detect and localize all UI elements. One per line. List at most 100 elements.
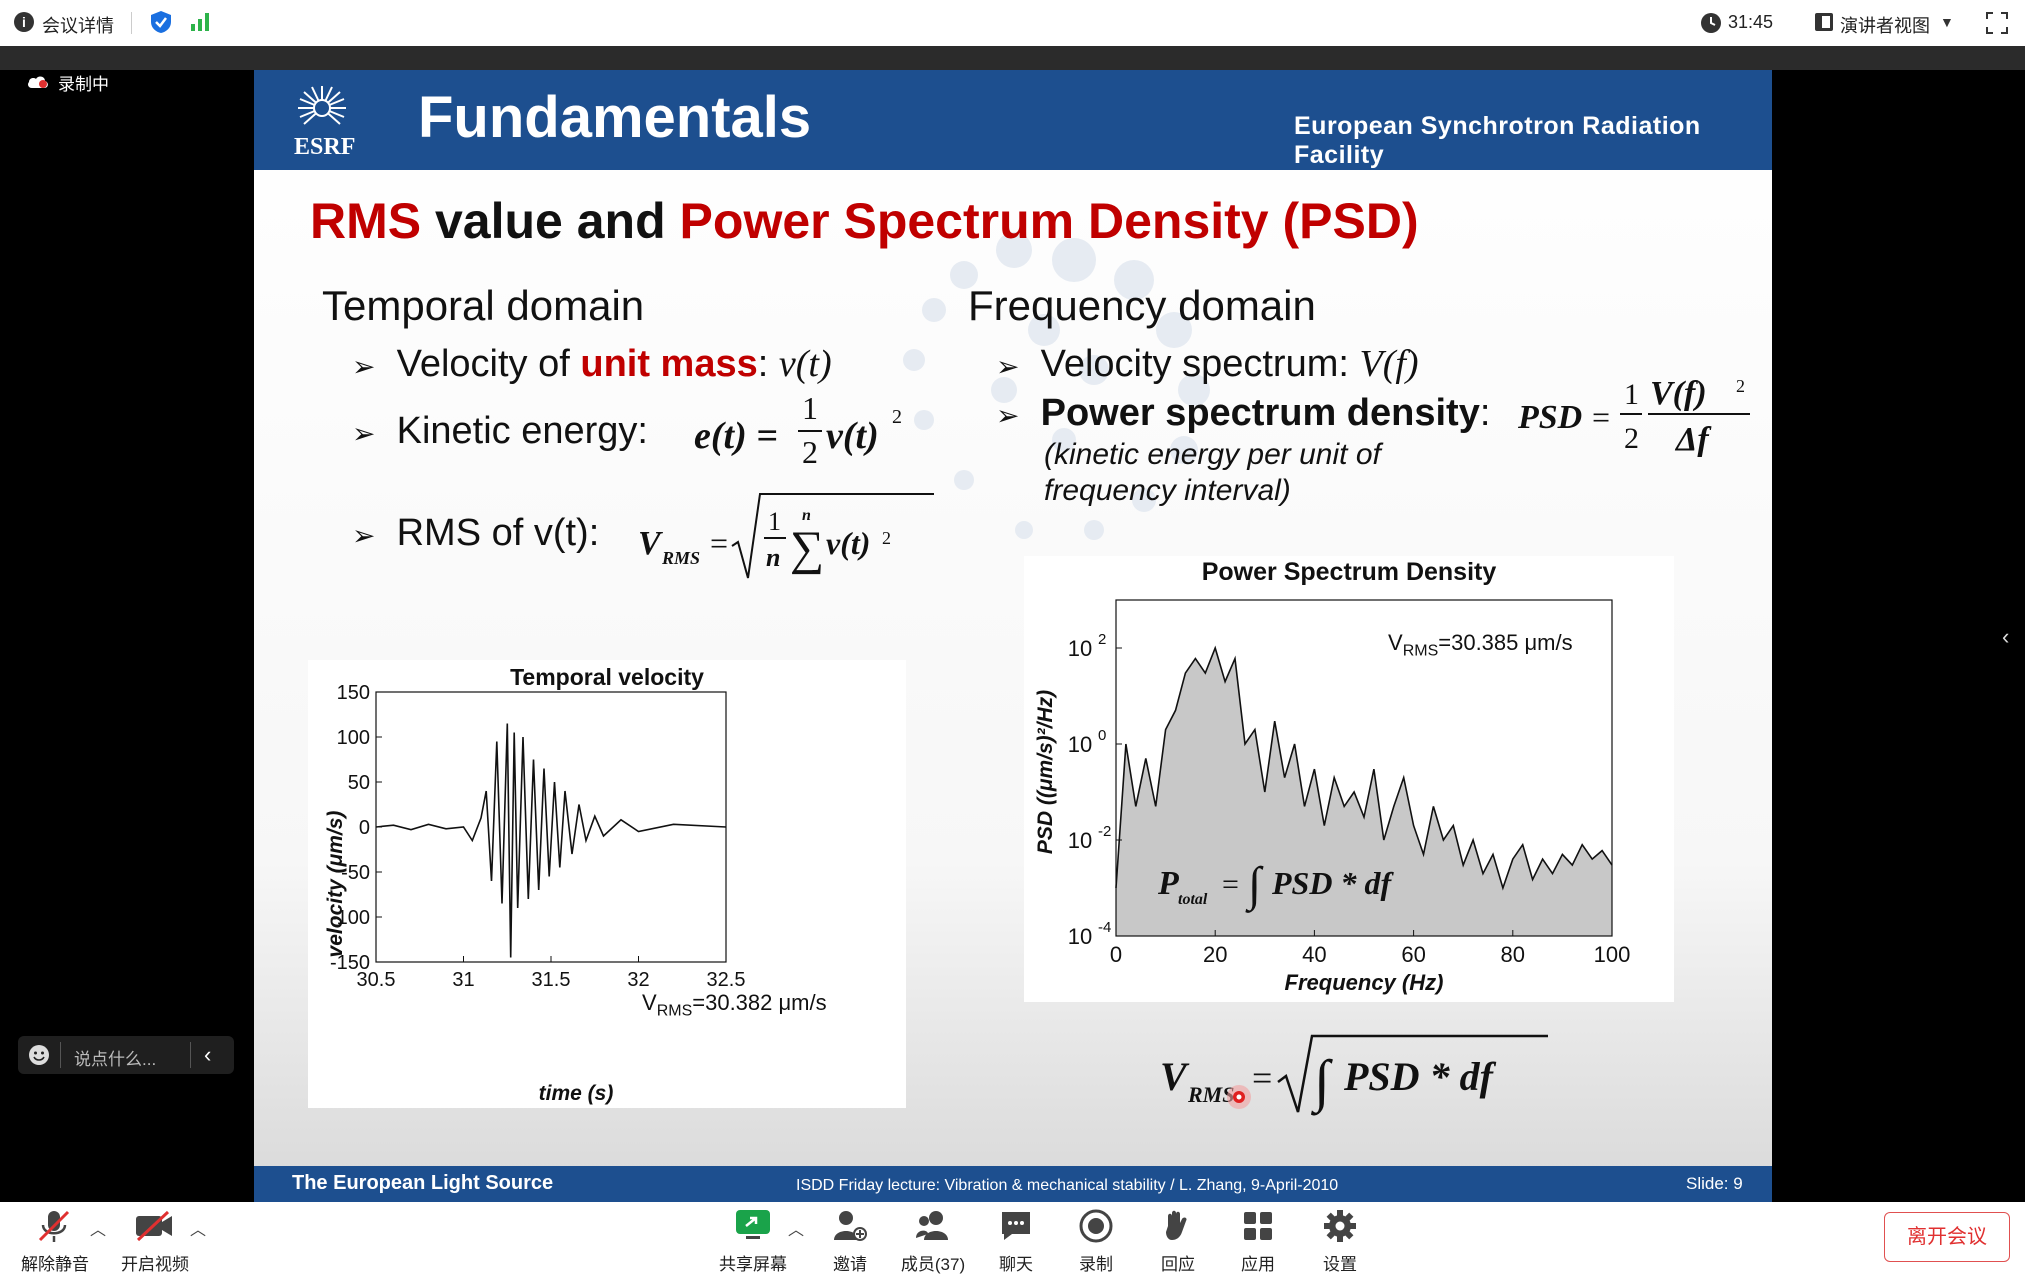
annotation-sub: RMS <box>1402 642 1439 660</box>
y-tick-label: -150 <box>330 952 370 974</box>
side-panel-chevron-icon[interactable]: ‹ <box>2002 624 2010 649</box>
svg-text:=: = <box>1252 1058 1272 1098</box>
start-video-button[interactable]: 开启视频 <box>118 1206 192 1274</box>
bullet-rms-text: RMS of v(t): <box>396 512 600 554</box>
decorative-dots <box>903 232 1210 540</box>
share-screen-icon <box>736 1210 770 1239</box>
fullscreen-icon[interactable] <box>1986 12 2008 34</box>
x-tick-label: 30.5 <box>357 969 396 991</box>
presentation-slide: ESRF Fundamentals European Synchrotron R… <box>254 70 1772 1202</box>
psd-chart-annotation: VRMS=30.385 μm/s <box>1388 630 1573 661</box>
bullet-kinetic-text: Kinetic energy: <box>396 410 648 452</box>
unit-mass-text: unit mass <box>580 343 758 385</box>
ptotal-formula: P total = ∫ PSD * df <box>1158 858 1394 913</box>
y-tick-exponent: 2 <box>1098 631 1106 648</box>
psd-note-line1: (kinetic energy per unit of <box>1044 438 1381 471</box>
chevron-up-icon[interactable]: ︿ <box>90 1222 107 1239</box>
chat-button[interactable]: 聊天 <box>986 1206 1046 1274</box>
chevron-up-icon[interactable]: ︿ <box>788 1222 805 1239</box>
view-mode-dropdown[interactable]: 演讲者视图 <box>1840 16 1930 36</box>
meeting-timer: 31:45 <box>1728 12 1774 32</box>
chat-input-box[interactable]: 说点什么... ‹ <box>18 1036 234 1074</box>
y-tick-label: 10 <box>1068 924 1092 949</box>
y-tick-label: -50 <box>341 862 370 884</box>
unmute-label: 解除静音 <box>21 1255 89 1274</box>
svg-text:Δf: Δf <box>1674 421 1712 458</box>
psd-formula: PSD = 1 2 V(f) 2 Δf <box>1518 375 1750 458</box>
x-tick-label: 20 <box>1203 942 1227 967</box>
psd-chart-title: Power Spectrum Density <box>1201 558 1497 586</box>
slide-number: Slide: 9 <box>1686 1174 1743 1193</box>
svg-text:V: V <box>1160 1054 1190 1099</box>
svg-text:total: total <box>1178 891 1208 908</box>
info-icon[interactable]: i <box>14 12 34 32</box>
bullet-velocity-spectrum-text: Velocity spectrum: <box>1040 343 1360 385</box>
svg-text:=: = <box>1592 399 1610 435</box>
bullet-arrow-icon: ➢ <box>996 351 1020 382</box>
heading-rms: RMS <box>310 193 422 249</box>
chat-input-placeholder[interactable]: 说点什么... <box>74 1050 157 1069</box>
apps-icon <box>1244 1212 1272 1240</box>
y-tick-label: 10 <box>1068 828 1092 853</box>
annotation-v: V <box>1388 630 1403 655</box>
y-tick-label: 150 <box>337 682 370 704</box>
svg-text:PSD * df: PSD * df <box>1271 865 1394 901</box>
share-screen-button[interactable]: 共享屏幕 <box>712 1206 794 1274</box>
temporal-chart-ylabel: velocity (μm/s) <box>324 810 347 958</box>
chevron-down-icon[interactable]: ▼ <box>1940 14 1954 30</box>
slide-heading: RMS value and Power Spectrum Density (PS… <box>310 192 1419 250</box>
collapse-chevron-icon[interactable]: ‹ <box>204 1042 212 1067</box>
bullet-arrow-icon: ➢ <box>352 520 376 551</box>
slide-header-title: Fundamentals <box>418 85 812 150</box>
settings-label: 设置 <box>1323 1255 1357 1274</box>
members-button[interactable]: 成员(37) <box>894 1206 972 1274</box>
svg-text:n: n <box>802 507 811 524</box>
psd-plot-frame <box>1115 599 1613 937</box>
temporal-plot-frame <box>375 691 727 963</box>
temporal-chart-plot: 30.5 31 31.5 32 32.5 150 100 50 0 -50 -100 -150 <box>330 682 746 991</box>
svg-text:2: 2 <box>882 528 891 548</box>
temporal-chart-title: Temporal velocity <box>510 664 704 690</box>
svg-text:∑: ∑ <box>790 522 824 575</box>
start-video-label: 开启视频 <box>121 1255 189 1274</box>
signal-icon[interactable] <box>190 12 212 32</box>
colon: : <box>757 343 779 385</box>
footer-center-text: ISDD Friday lecture: Vibration & mechani… <box>796 1177 1339 1194</box>
psd-note-line2: frequency interval) <box>1044 474 1291 507</box>
apps-button[interactable]: 应用 <box>1228 1206 1288 1274</box>
emoji-icon[interactable] <box>28 1044 50 1066</box>
x-tick-label: 60 <box>1401 942 1425 967</box>
cloud-record-icon <box>28 76 48 88</box>
svg-text:n: n <box>766 543 780 572</box>
heading-middle: value and <box>421 193 680 249</box>
slide-footer: The European Light Source ISDD Friday le… <box>254 1166 1772 1202</box>
x-tick-label: 40 <box>1302 942 1326 967</box>
svg-text:1: 1 <box>1624 378 1639 411</box>
svg-text:V: V <box>638 525 663 562</box>
y-tick-label: 10 <box>1068 636 1092 661</box>
svg-text:PSD: PSD <box>1518 399 1582 436</box>
divider <box>131 12 132 34</box>
bullet-rms: ➢ RMS of v(t): <box>352 512 599 555</box>
leave-meeting-button[interactable]: 离开会议 <box>1884 1212 2010 1262</box>
invite-icon <box>834 1211 867 1241</box>
temporal-velocity-chart: Temporal velocity 30.5 31 31.5 32 32.5 150 100… <box>308 660 906 1108</box>
y-tick-label: 10 <box>1068 732 1092 757</box>
top-strip <box>0 46 2025 70</box>
shield-icon[interactable] <box>150 10 172 34</box>
chevron-up-icon[interactable]: ︿ <box>190 1222 207 1239</box>
meeting-info-link[interactable]: 会议详情 <box>42 16 114 36</box>
settings-button[interactable]: 设置 <box>1310 1206 1370 1274</box>
svg-text:=: = <box>1222 868 1239 901</box>
reactions-button[interactable]: 回应 <box>1148 1206 1208 1274</box>
bullet-arrow-icon: ➢ <box>352 351 376 382</box>
bullet-psd-text: Power spectrum density <box>1040 392 1480 434</box>
unmute-button[interactable]: 解除静音 <box>20 1206 90 1274</box>
members-icon <box>916 1211 948 1240</box>
divider <box>190 1042 191 1068</box>
invite-button[interactable]: 邀请 <box>820 1206 880 1274</box>
record-button[interactable]: 录制 <box>1066 1206 1126 1274</box>
bullet-velocity: ➢ Velocity of unit mass: v(t) <box>352 342 832 386</box>
view-icon[interactable] <box>1814 12 1834 32</box>
divider <box>60 1042 61 1068</box>
